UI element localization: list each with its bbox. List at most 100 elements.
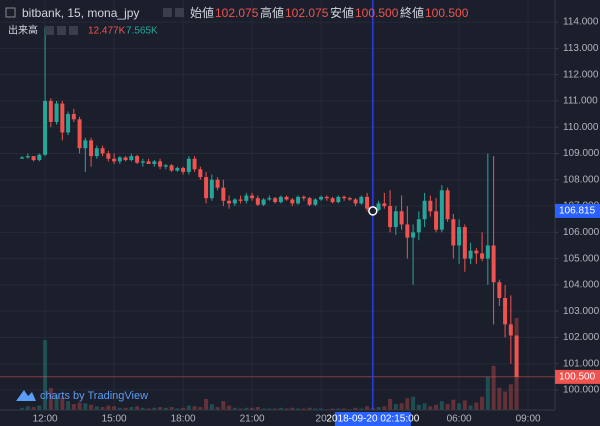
chart-title: bitbank, 15, mona_jpy [22, 6, 139, 20]
volume-settings-icon[interactable] [57, 26, 66, 35]
volume-bar [66, 401, 71, 410]
candle-body [319, 196, 324, 200]
candle-body [485, 245, 490, 259]
candle-body [434, 211, 439, 230]
candle-body [60, 103, 65, 133]
crosshair-x-box [334, 412, 411, 426]
y-tick-label: 110.000 [563, 122, 599, 133]
candle-body [451, 219, 456, 246]
volume-value: 12.477K [88, 26, 126, 37]
y-tick-label: 104.000 [563, 280, 600, 291]
candle-body [514, 335, 519, 377]
candle-body [94, 148, 99, 157]
candle-body [416, 219, 421, 233]
axis-layer: 100.000 101.000 102.000 103.000 104.000 105.0… [33, 17, 600, 426]
y-tick-label: 113.000 [563, 43, 599, 54]
candle-body [497, 282, 502, 299]
candle-body [353, 199, 358, 204]
candle-body [428, 200, 433, 212]
candle-body [37, 154, 42, 161]
candle-body [83, 140, 88, 149]
x-tick-label: 09:00 [516, 414, 541, 425]
volume-bar [135, 406, 140, 410]
candle-body [117, 157, 122, 162]
candle-body [204, 177, 209, 199]
candle-body [112, 158, 117, 162]
candle-body [232, 199, 237, 204]
volume-bar [255, 407, 260, 410]
candle-body [290, 199, 295, 204]
volume-bar [273, 408, 278, 410]
grid [0, 0, 555, 410]
y-tick-label: 112.000 [563, 69, 599, 80]
candle-body [146, 161, 151, 164]
volume-bar [198, 407, 203, 410]
candle-body [198, 169, 203, 178]
candle-body [411, 232, 416, 238]
candle-body [175, 167, 180, 171]
volume-close-icon[interactable] [69, 26, 78, 35]
overlay-layer [0, 0, 555, 410]
settings-icon[interactable] [163, 8, 172, 17]
candle-body [480, 253, 485, 259]
close-icon[interactable] [175, 8, 184, 17]
candle-body [313, 199, 318, 205]
watermark: charts by TradingView [40, 390, 148, 402]
candle-body [503, 298, 508, 325]
volume-bar [434, 404, 439, 410]
last-price-label: 100.500 [559, 372, 596, 383]
close-label: 終値 [400, 5, 424, 20]
volume-icon[interactable] [45, 26, 54, 35]
candle-body [43, 100, 48, 155]
volume-bar [405, 398, 410, 410]
volume-bar [393, 404, 398, 410]
close-value: 100.500 [425, 6, 469, 20]
volume-bar [319, 408, 324, 410]
candle-body [278, 196, 283, 203]
volume-bar [209, 404, 214, 410]
candle-body [273, 198, 278, 203]
volume-bar [37, 405, 42, 410]
volume-bar [480, 396, 485, 410]
volume-bar [83, 403, 88, 410]
volume-bar [20, 407, 25, 410]
volume-bar [353, 407, 358, 410]
volume-bar [342, 408, 347, 410]
candle-body [250, 195, 255, 199]
volume-bar [71, 404, 76, 410]
candle-body [445, 190, 450, 220]
volume-bar [301, 408, 306, 410]
candle-body [20, 157, 25, 159]
volume-bar [491, 365, 496, 410]
candle-body [186, 158, 191, 172]
volume-bar [313, 408, 318, 410]
volume-bar [43, 339, 48, 410]
candle-layer [20, 27, 519, 377]
candle-body [135, 156, 140, 163]
volume-bar [365, 406, 370, 410]
high-value: 102.075 [285, 6, 329, 20]
volume-bar [48, 387, 53, 410]
volume-bar [307, 407, 312, 410]
volume-layer [20, 318, 519, 410]
volume-bar [445, 404, 450, 410]
volume-bar [359, 408, 364, 410]
candle-body [365, 196, 370, 209]
candle-body [307, 198, 312, 205]
candle-body [491, 245, 496, 283]
volume-bar [204, 398, 209, 410]
candle-body [158, 161, 163, 167]
volume-bar [77, 402, 82, 410]
volume-bar [468, 405, 473, 410]
x-tick-label: 06:00 [447, 414, 472, 425]
collapse-icon[interactable] [5, 7, 16, 18]
candle-body [89, 140, 94, 157]
volume-bar [89, 404, 94, 410]
open-value: 102.075 [215, 6, 259, 20]
volume-bar [451, 399, 456, 410]
candle-body [405, 224, 410, 238]
y-tick-label: 101.000 [563, 358, 600, 369]
volume-bar [169, 407, 174, 410]
